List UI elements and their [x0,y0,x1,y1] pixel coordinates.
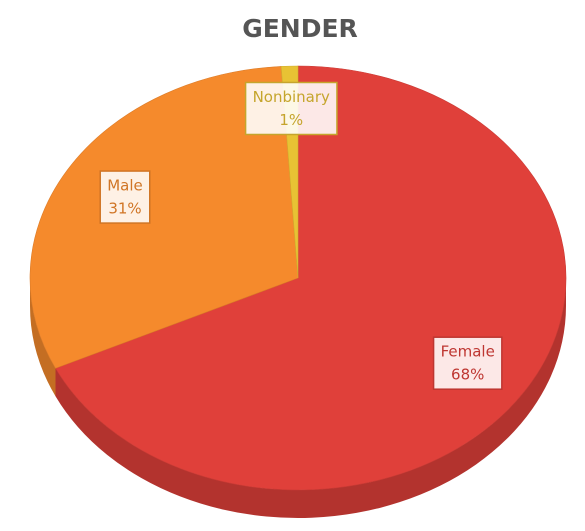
label-box [244,81,338,136]
pie-slice [29,66,299,369]
label-value: 68% [451,366,484,384]
label-name: Female [441,343,495,361]
label-value: 1% [279,111,303,129]
label-name: Male [107,177,143,195]
data-label: Male 31% [99,170,151,224]
label-box [99,170,151,224]
label-value: 31% [108,200,141,218]
label-name: Nonbinary [253,88,330,106]
data-label: Nonbinary 1% [244,81,338,136]
chart-title: GENDER [242,14,358,43]
data-label: Female 68% [432,336,503,390]
pie-side [30,278,56,397]
label-box [432,336,503,390]
